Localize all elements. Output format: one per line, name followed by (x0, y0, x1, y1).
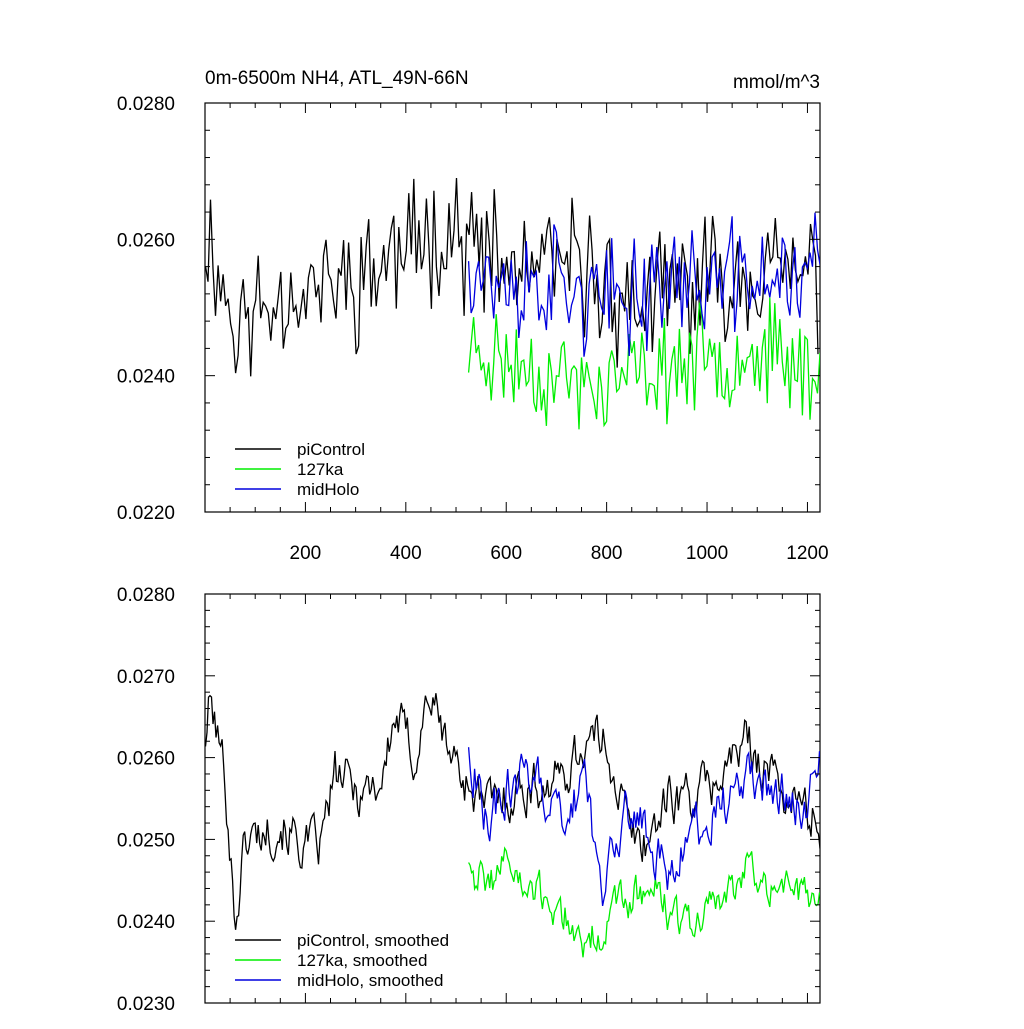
top-panel: 0.0220 0.0240 0.0260 0.0280 200 400 600 800 1000… (117, 94, 829, 564)
y-tick-label: 0.0270 (117, 667, 175, 688)
series-line-127ka (468, 846, 820, 958)
y-tick-label: 0.0240 (117, 367, 175, 388)
series-line-piControl (205, 177, 819, 377)
y-tick-label: 0.0260 (117, 749, 175, 770)
y-tick-label: 0.0280 (117, 94, 175, 115)
series-line-piControl (205, 693, 820, 930)
plot-frame (204, 102, 821, 513)
y-tick-label: 0.0260 (117, 230, 175, 251)
legend-label: 127ka (297, 460, 344, 479)
figure-title: 0m-6500m NH4, ATL_49N-66N (205, 68, 469, 89)
plot-frame (204, 593, 821, 1004)
x-tick-label: 800 (591, 543, 623, 564)
series-line-midHolo (467, 212, 820, 357)
y-tick-label: 0.0230 (117, 994, 175, 1015)
y-tick-label: 0.0240 (117, 912, 175, 933)
legend-label: midHolo (297, 480, 359, 499)
y-tick-label: 0.0280 (117, 585, 175, 606)
bottom-panel: 0.0230 0.0240 0.0250 0.0260 0.0270 0.0280 piCo… (117, 585, 821, 1015)
legend-label: piControl, smoothed (297, 931, 449, 950)
y-tick-label: 0.0250 (117, 830, 175, 851)
legend-label: midHolo, smoothed (297, 971, 443, 990)
legend-label: 127ka, smoothed (297, 951, 427, 970)
x-tick-label: 400 (390, 543, 422, 564)
legend-label: piControl (297, 440, 365, 459)
y-tick-label: 0.0220 (117, 503, 175, 524)
series-line-midHolo (467, 747, 820, 907)
series-line-127ka (467, 297, 820, 430)
units-label: mmol/m^3 (733, 72, 820, 93)
x-tick-label: 600 (490, 543, 522, 564)
x-tick-label: 1000 (686, 543, 728, 564)
x-tick-label: 200 (290, 543, 322, 564)
x-tick-label: 1200 (786, 543, 828, 564)
